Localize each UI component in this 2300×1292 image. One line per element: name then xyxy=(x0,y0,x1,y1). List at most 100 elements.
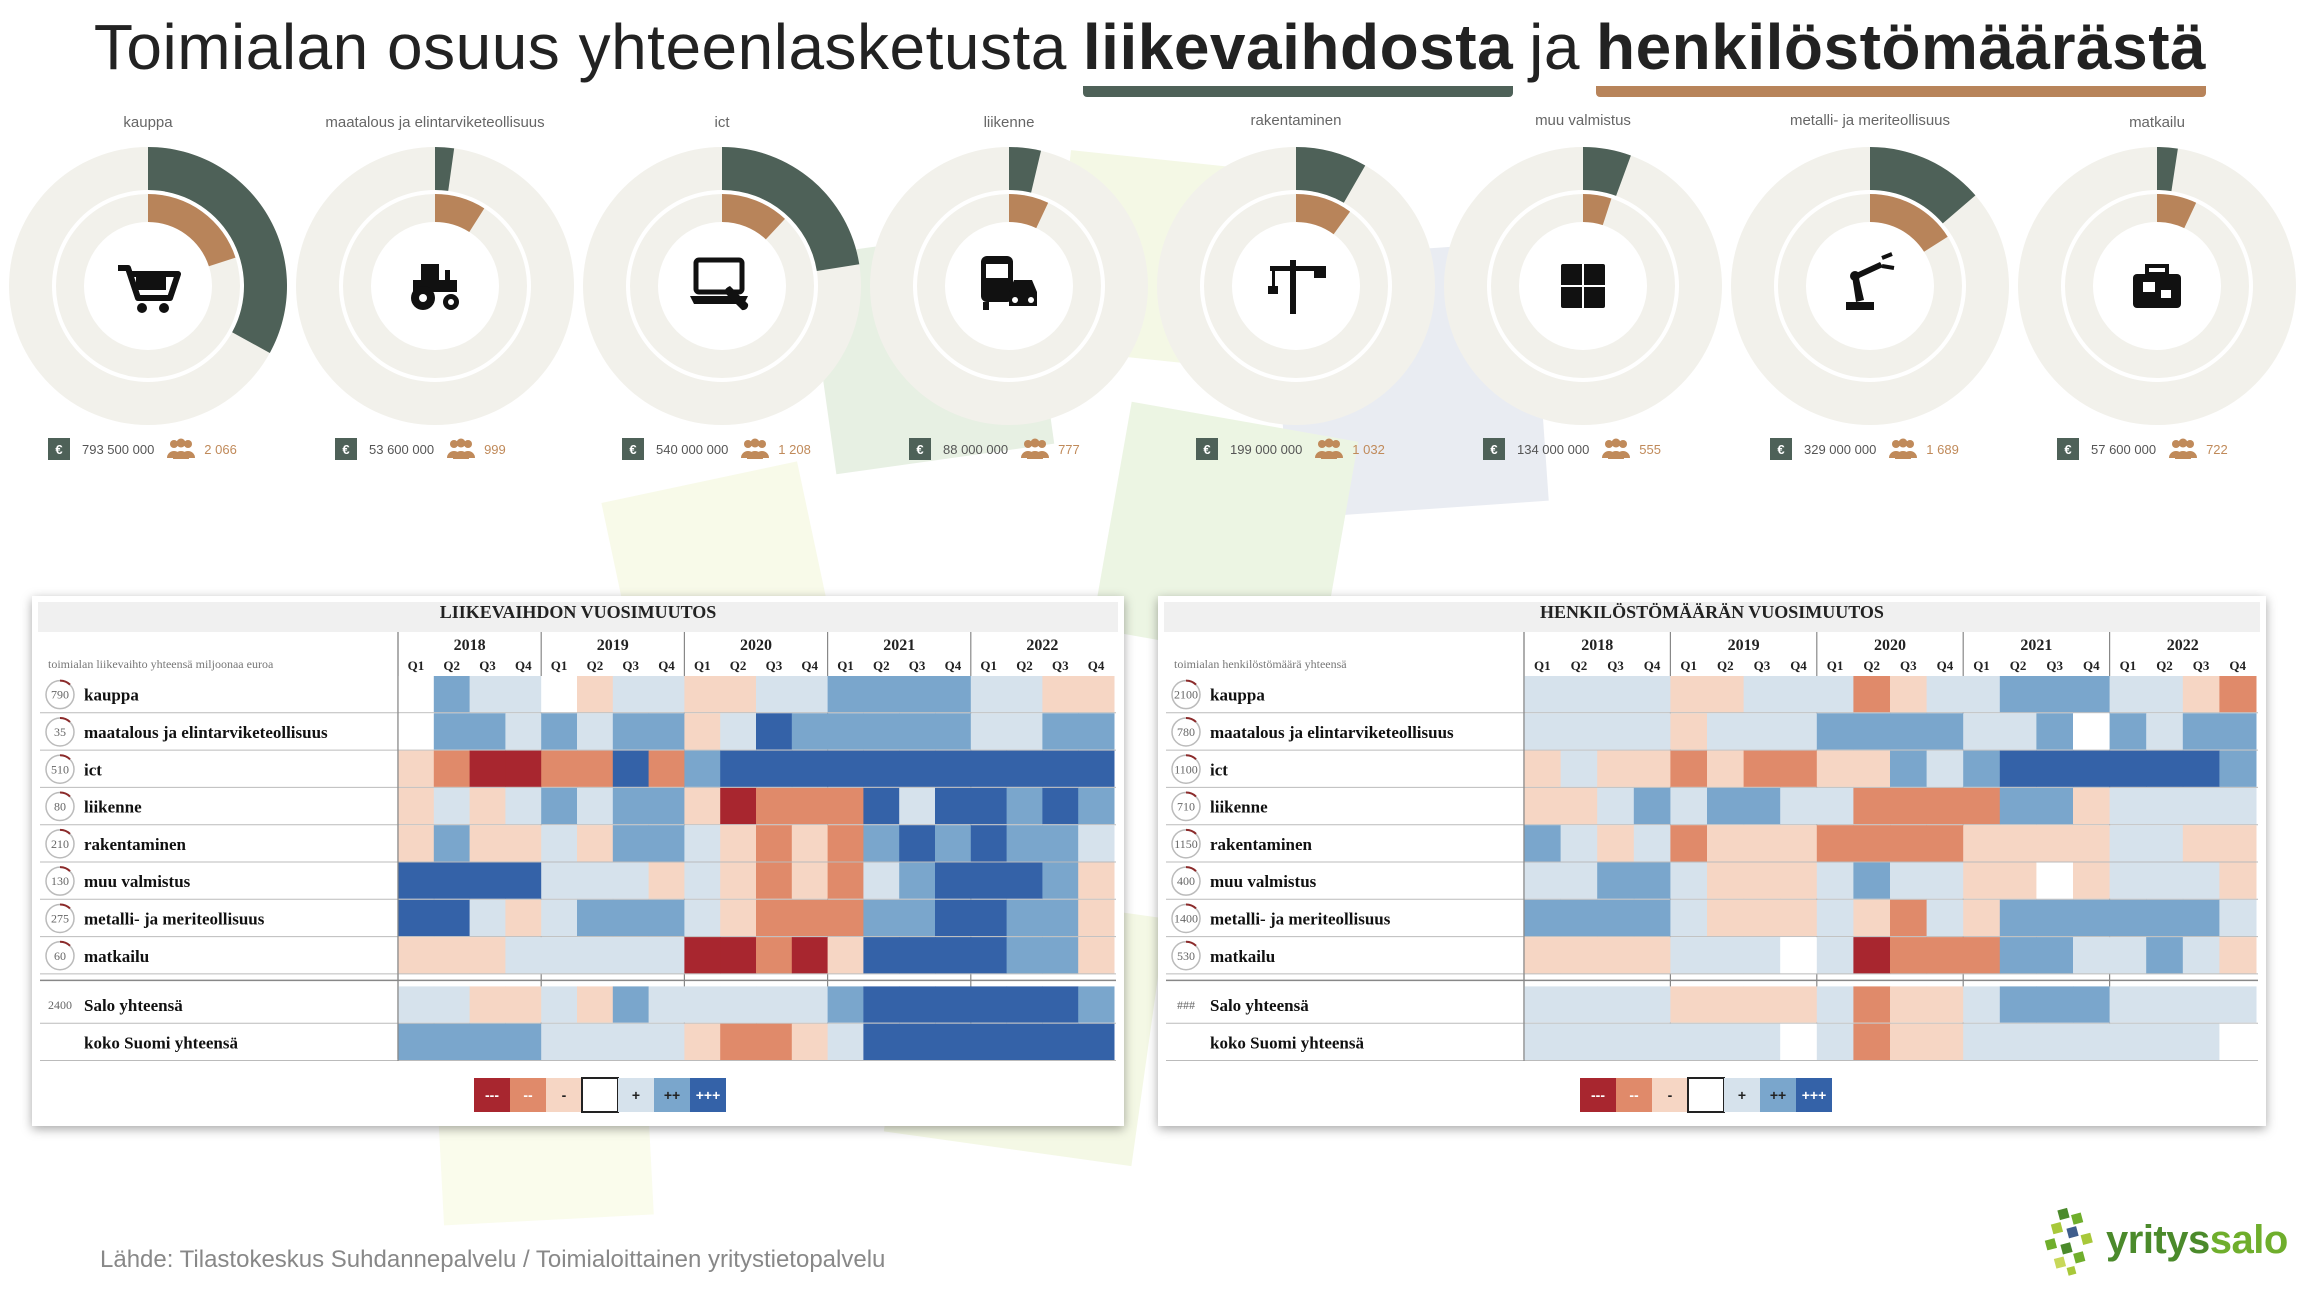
legend-swatch xyxy=(1796,1078,1832,1112)
row-badge: 130 xyxy=(51,874,69,888)
legend-item: -- xyxy=(510,1078,546,1112)
heat-cell xyxy=(863,750,900,787)
heat-cell xyxy=(1670,825,1708,862)
heat-cell xyxy=(863,825,900,862)
total-row: koko Suomi yhteensä xyxy=(1166,1023,2258,1061)
legend-label: + xyxy=(632,1087,640,1103)
revenue-value: 199 000 000 xyxy=(1230,441,1303,457)
heat-cell xyxy=(2073,750,2111,787)
donut-3 xyxy=(583,147,861,425)
row-badge: 780 xyxy=(1177,725,1195,739)
title-text-2: ja xyxy=(1529,11,1580,83)
heat-cell xyxy=(1890,713,1928,750)
heat-cell xyxy=(1670,1023,1708,1060)
heat-cell xyxy=(2036,986,2074,1023)
heat-cell xyxy=(1524,787,1562,825)
laptop-wrench-icon xyxy=(690,257,749,311)
employee-share-arc xyxy=(2157,194,2197,229)
row-label: rakentaminen xyxy=(1210,835,1313,854)
employee-share-arc xyxy=(148,194,236,267)
factory-icon xyxy=(1561,264,1605,308)
heat-cell xyxy=(433,787,471,825)
heat-cell xyxy=(791,862,829,899)
heat-cell xyxy=(1816,1023,1854,1060)
heat-cell xyxy=(2219,676,2257,713)
heat-cell xyxy=(756,899,793,937)
luggage-icon xyxy=(2133,264,2181,308)
row-badge: ### xyxy=(1177,998,1195,1012)
heat-cell xyxy=(398,713,435,750)
heat-cell xyxy=(827,825,864,862)
heat-cell xyxy=(1006,825,1043,862)
heat-cell xyxy=(648,750,685,787)
quarter-label: Q3 xyxy=(1754,658,1771,673)
euro-icon: € xyxy=(1483,438,1505,460)
heat-cell xyxy=(827,676,864,713)
badge-circle xyxy=(1171,679,1201,710)
heat-cell xyxy=(1743,713,1781,750)
year-label: 2018 xyxy=(1581,637,1613,654)
heat-cell xyxy=(577,750,614,787)
heat-cell xyxy=(1042,937,1079,974)
heat-cell xyxy=(720,937,757,974)
people-icon xyxy=(741,438,770,459)
heat-cell xyxy=(541,713,578,750)
heat-cell xyxy=(684,787,721,825)
legend-swatch xyxy=(510,1078,546,1112)
industry-row: 2100 kauppa xyxy=(1166,676,2258,714)
heat-cell xyxy=(648,937,685,974)
heat-cell xyxy=(1078,937,1115,974)
heat-cell xyxy=(2219,787,2257,825)
quarter-label: Q4 xyxy=(1790,658,1807,673)
heat-cell xyxy=(1743,750,1781,787)
robot-arm-icon xyxy=(1846,252,1895,310)
heat-cell xyxy=(577,862,614,899)
heat-cell xyxy=(1853,676,1891,713)
legend-label: +++ xyxy=(696,1087,721,1103)
heat-cell xyxy=(2146,899,2184,937)
heat-cell xyxy=(1560,787,1598,825)
quarter-label: Q1 xyxy=(980,658,997,673)
quarter-label: Q3 xyxy=(1900,658,1917,673)
heat-cell xyxy=(1707,787,1745,825)
heat-cell xyxy=(899,862,936,899)
heat-cell xyxy=(2146,825,2184,862)
heat-cell xyxy=(1999,862,2037,899)
donut-stats: €329 000 000 1 689 xyxy=(1770,437,1959,461)
heat-cell xyxy=(1707,986,1745,1023)
row-label: matkailu xyxy=(84,947,149,966)
euro-icon: € xyxy=(1770,438,1792,460)
heat-cell xyxy=(1853,862,1891,899)
heat-cell xyxy=(2182,862,2220,899)
quarter-label: Q4 xyxy=(945,658,962,673)
heat-cell xyxy=(612,825,650,862)
heat-cell xyxy=(2109,787,2147,825)
heat-cell xyxy=(2182,937,2220,974)
legend-item: - xyxy=(546,1078,582,1112)
legend-item: + xyxy=(618,1078,654,1112)
heat-cell xyxy=(505,676,542,713)
year-label: 2018 xyxy=(454,637,486,654)
heat-cell xyxy=(1078,862,1115,899)
quarter-label: Q2 xyxy=(1571,658,1588,673)
quarter-label: Q4 xyxy=(2229,658,2246,673)
heat-cell xyxy=(935,986,972,1023)
heat-cell xyxy=(2036,899,2074,937)
heat-cell xyxy=(791,825,829,862)
quarter-label: Q3 xyxy=(2193,658,2210,673)
heat-cell xyxy=(2109,825,2147,862)
heat-cell xyxy=(577,986,614,1023)
row-label: kauppa xyxy=(84,686,139,705)
heat-cell xyxy=(1670,899,1708,937)
heat-cell xyxy=(1524,862,1562,899)
heat-cell xyxy=(1560,676,1598,713)
heat-cell xyxy=(899,676,936,713)
heat-cell xyxy=(1670,713,1708,750)
heat-cell xyxy=(1524,676,1562,713)
title-highlight-employees: henkilöstömäärästä xyxy=(1595,10,2207,97)
badge-circle xyxy=(45,679,75,710)
heat-cell xyxy=(2146,750,2184,787)
heat-cell xyxy=(541,750,578,787)
heat-cell xyxy=(863,899,900,937)
heat-cell xyxy=(2109,750,2147,787)
